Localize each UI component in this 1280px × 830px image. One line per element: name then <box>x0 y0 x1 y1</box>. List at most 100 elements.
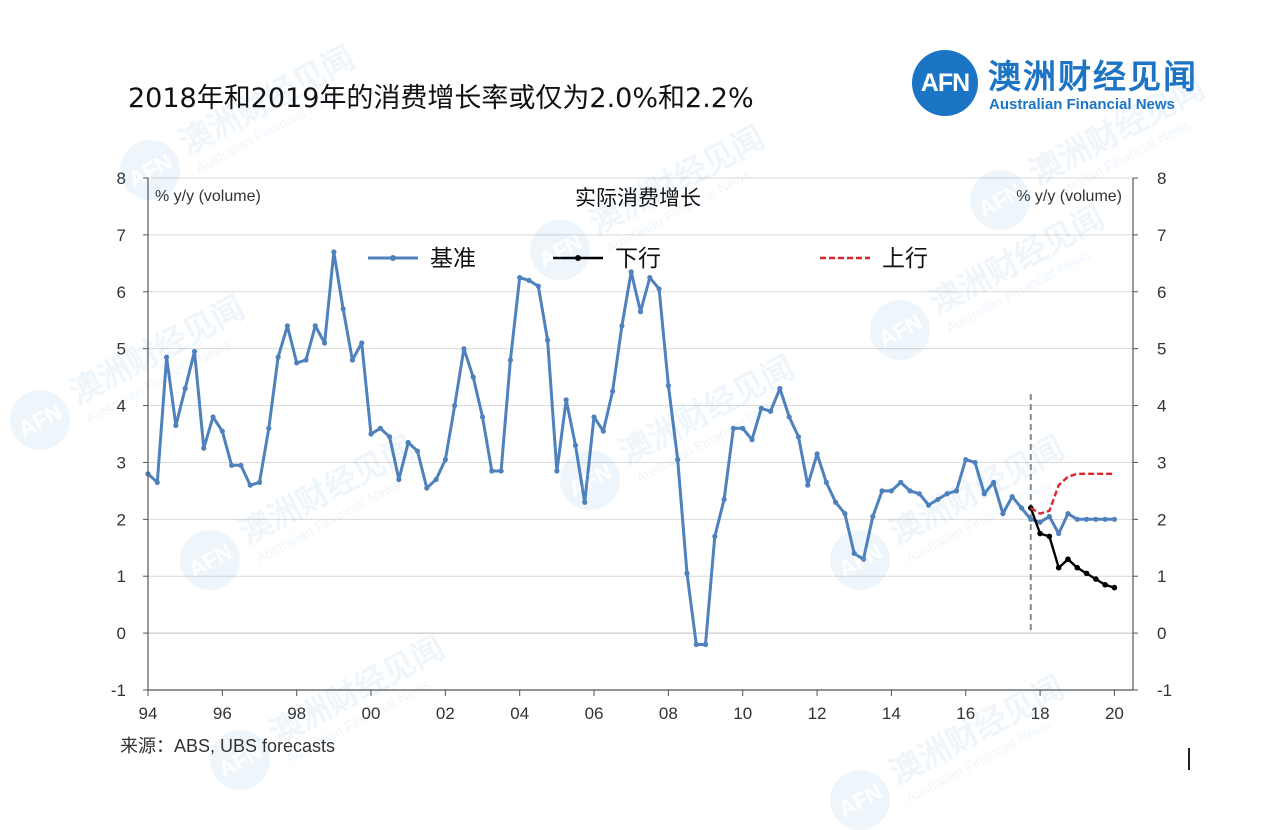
data-point-base <box>1028 516 1034 522</box>
data-point-base <box>870 513 876 520</box>
ytick-label-right: 1 <box>1157 567 1166 586</box>
data-point-base <box>517 274 523 281</box>
data-point-base <box>879 488 885 494</box>
xtick-label: 94 <box>139 704 158 723</box>
ytick-label-right: -1 <box>1157 681 1172 700</box>
data-point-base <box>1056 530 1062 537</box>
data-point-base <box>582 499 588 505</box>
data-point-base <box>331 249 337 255</box>
data-point-base <box>349 357 356 363</box>
ylabel-left: % y/y (volume) <box>155 188 261 205</box>
data-point-base <box>461 346 467 352</box>
axis-layer: -1-1001122334455667788949698000204060810… <box>111 169 1172 723</box>
data-point-down <box>1102 581 1108 588</box>
data-point-base <box>284 323 290 329</box>
ytick-label-right: 8 <box>1157 169 1166 188</box>
ytick-label-right: 5 <box>1157 340 1166 359</box>
ylabel-right: % y/y (volume) <box>1016 188 1122 205</box>
data-point-base <box>1093 516 1099 522</box>
data-point-base <box>479 414 486 420</box>
chart-title: 实际消费增长 <box>575 186 701 210</box>
data-point-base <box>1083 516 1090 522</box>
data-point-base <box>749 437 755 443</box>
data-point-base <box>572 442 579 448</box>
data-point-base <box>860 556 867 562</box>
data-point-base <box>424 485 430 491</box>
watermark-afn-icon <box>120 140 180 200</box>
data-point-base <box>554 468 560 474</box>
data-point-base <box>173 422 179 429</box>
data-point-base <box>991 479 997 485</box>
data-point-base <box>1000 511 1006 517</box>
data-point-base <box>219 428 225 434</box>
data-point-down <box>1055 564 1062 571</box>
ytick-label-right: 2 <box>1157 510 1166 529</box>
data-point-base <box>191 348 198 355</box>
data-point-base <box>433 476 439 483</box>
data-point-base <box>721 496 727 503</box>
xtick-label: 08 <box>659 704 678 723</box>
data-point-base <box>628 269 634 275</box>
data-point-base <box>888 488 894 494</box>
data-point-base <box>619 323 625 329</box>
data-point-base <box>387 434 393 440</box>
data-point-base <box>1037 519 1043 525</box>
data-point-base <box>898 479 904 485</box>
ytick-label-left: 4 <box>117 397 126 416</box>
data-point-base <box>786 414 792 420</box>
xtick-label: 14 <box>882 704 901 723</box>
data-point-base <box>730 425 737 431</box>
watermark-afn-icon <box>560 450 620 510</box>
xtick-label: 20 <box>1105 704 1124 723</box>
series-layer <box>145 249 1118 648</box>
data-point-base <box>535 283 541 289</box>
logo-name-cn: 澳洲财经见闻 <box>988 57 1198 96</box>
data-point-base <box>767 408 774 414</box>
data-point-base <box>163 354 170 360</box>
data-point-down <box>1074 564 1081 571</box>
ytick-label-right: 7 <box>1157 226 1166 245</box>
data-point-base <box>526 277 532 283</box>
data-point-base <box>916 491 922 497</box>
data-point-base <box>563 397 569 403</box>
series-line-up <box>1030 472 1115 515</box>
data-point-base <box>684 570 690 576</box>
data-point-base <box>637 309 644 315</box>
data-point-base <box>591 414 597 420</box>
data-point-base <box>981 491 987 497</box>
data-point-down <box>1065 556 1071 562</box>
data-point-base <box>1065 511 1071 517</box>
data-point-base <box>925 502 932 508</box>
data-point-base <box>665 383 671 389</box>
data-point-base <box>693 641 699 648</box>
legend-label-up: 上行 <box>882 246 928 272</box>
xtick-label: 98 <box>287 704 306 723</box>
ytick-label-left: 6 <box>117 283 126 302</box>
data-point-base <box>758 405 764 411</box>
data-point-down <box>1037 530 1043 537</box>
data-point-base <box>833 499 839 505</box>
headline: 2018年和2019年的消费增长率或仅为2.0%和2.2% <box>128 83 754 114</box>
data-point-base <box>396 476 402 483</box>
data-point-base <box>953 488 960 494</box>
data-point-base <box>805 482 811 488</box>
data-point-base <box>1009 493 1015 500</box>
data-point-base <box>470 374 476 380</box>
data-point-base <box>702 641 709 648</box>
data-point-down <box>1083 570 1090 577</box>
xtick-label: 16 <box>956 704 975 723</box>
data-point-base <box>972 459 978 466</box>
data-point-base <box>1018 505 1025 511</box>
afn-logo-icon: AFN <box>912 50 978 116</box>
ytick-label-left: 7 <box>117 226 126 245</box>
ytick-label-left: -1 <box>111 681 126 700</box>
data-point-base <box>1102 516 1108 522</box>
ytick-label-left: 5 <box>117 340 126 359</box>
data-point-down <box>1093 576 1099 582</box>
